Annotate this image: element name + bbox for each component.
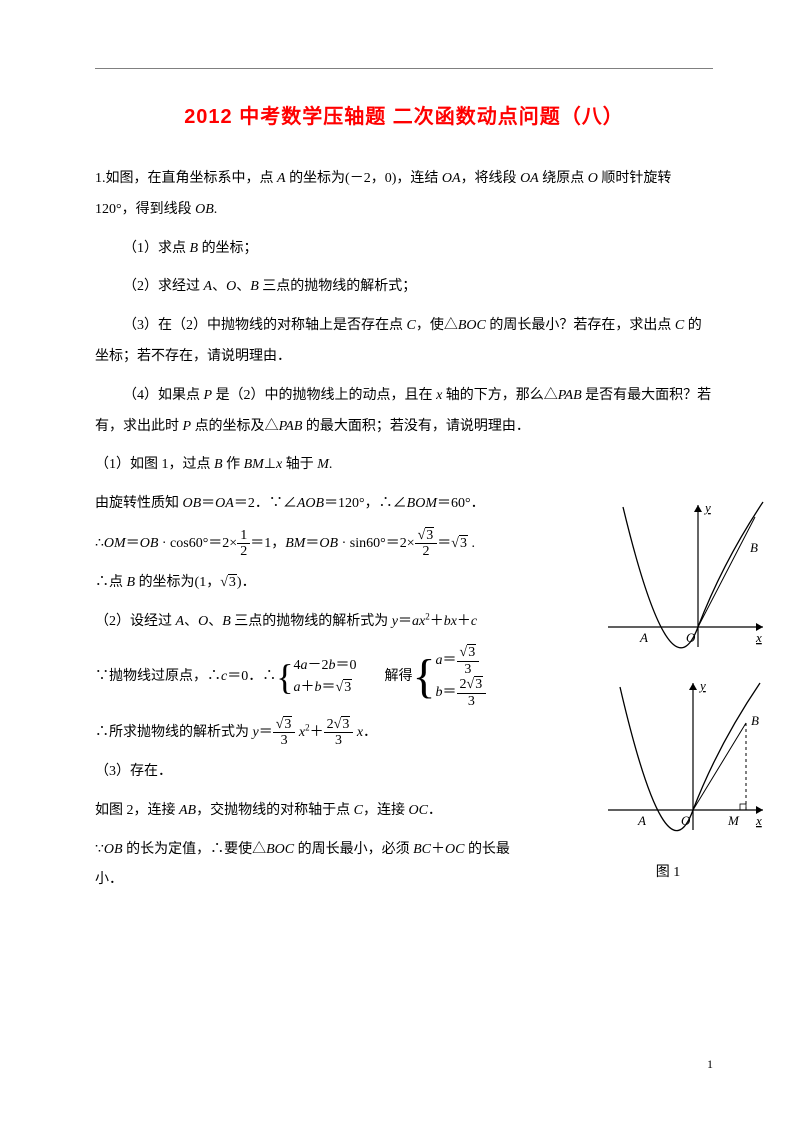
figure-1: A O B M x y 图 1 [568, 675, 768, 889]
sol1-line2: 由旋转性质知 OB＝OA＝2．∵∠AOB＝120°，∴∠BOM＝60°． [95, 489, 525, 520]
page-number: 1 [707, 1051, 713, 1077]
label-x: x [755, 813, 762, 828]
label-x: x [755, 630, 762, 645]
sol2-line2: ∵抛物线过原点，∴c＝0．∴{4a－2b＝0a＋b＝3 解得{a＝33b＝233 [95, 645, 525, 709]
sol2-line3: ∴所求抛物线的解析式为 y＝33 x2＋233 x． [95, 717, 525, 749]
question-3: （3）在（2）中抛物线的对称轴上是否存在点 C，使△BOC 的周长最小？若存在，… [95, 311, 713, 373]
label-A: A [637, 813, 646, 828]
frac-num: 1 [237, 528, 250, 544]
sys1-row1: 4a－2b＝0 [294, 655, 357, 677]
question-1: （1）求点 B 的坐标； [95, 234, 713, 265]
figure-top: A O B x y [568, 497, 768, 670]
exponent: 2 [305, 722, 310, 732]
label-y: y [703, 500, 711, 515]
page-content: 2012 中考数学压轴题 二次函数动点问题（八） 1.如图，在直角坐标系中，点 … [95, 95, 713, 896]
sqrt-rad: 3 [228, 574, 237, 590]
label-y: y [698, 678, 706, 693]
label-O: O [686, 630, 696, 645]
horizontal-rule [95, 68, 713, 69]
question-4: （4）如果点 P 是（2）中的抛物线上的动点，且在 x 轴的下方，那么△PAB … [95, 381, 713, 443]
sol1-line4: ∴点 B 的坐标为(1，3)． [95, 568, 525, 599]
label-A: A [639, 630, 648, 645]
sol1-line3: ∴OM＝OB · cos60°＝2×12＝1，BM＝OB · sin60°＝2×… [95, 528, 525, 560]
problem-number: 1. [95, 171, 106, 186]
label-B: B [750, 540, 758, 555]
exponent: 2 [425, 611, 430, 621]
sol3-line1: （3）存在． [95, 757, 525, 788]
text-between: 解得 [357, 669, 413, 684]
sol2-line1: （2）设经过 A、O、B 三点的抛物线的解析式为 y＝ax2＋bx＋c [95, 607, 525, 638]
frac-den: 2 [237, 544, 250, 559]
figures-container: A O B x y [568, 497, 768, 893]
stem-text: 如图，在直角坐标系中，点 A 的坐标为(－2，0)，连结 OA，将线段 OA 绕… [95, 171, 671, 217]
sqrt-rad: 3 [425, 527, 434, 543]
label-O: O [681, 813, 691, 828]
sol3-line2: 如图 2，连接 AB，交抛物线的对称轴于点 C，连接 OC． [95, 796, 525, 827]
sys1-row2: a＋b＝3 [294, 677, 357, 699]
label-B: B [751, 713, 759, 728]
label-M: M [727, 813, 740, 828]
figure-top-svg: A O B x y [568, 497, 768, 657]
figure-1-svg: A O B M x y [568, 675, 768, 840]
solution-column: （1）如图 1，过点 B 作 BM⊥x 轴于 M. 由旋转性质知 OB＝OA＝2… [95, 450, 525, 896]
page-title: 2012 中考数学压轴题 二次函数动点问题（八） [95, 95, 713, 139]
question-2: （2）求经过 A、O、B 三点的抛物线的解析式； [95, 272, 713, 303]
problem-stem: 1.如图，在直角坐标系中，点 A 的坐标为(－2，0)，连结 OA，将线段 OA… [95, 164, 713, 226]
sys2-row2: b＝233 [436, 677, 487, 709]
sol3-line3: ∵OB 的长为定值，∴要使△BOC 的周长最小，必须 BC＋OC 的长最小． [95, 835, 525, 897]
figure-1-label: 图 1 [568, 858, 768, 889]
sys2-row1: a＝33 [436, 645, 487, 677]
sqrt-rad: 3 [459, 535, 468, 551]
sol1-line1: （1）如图 1，过点 B 作 BM⊥x 轴于 M. [95, 450, 525, 481]
frac-den: 2 [415, 544, 438, 559]
